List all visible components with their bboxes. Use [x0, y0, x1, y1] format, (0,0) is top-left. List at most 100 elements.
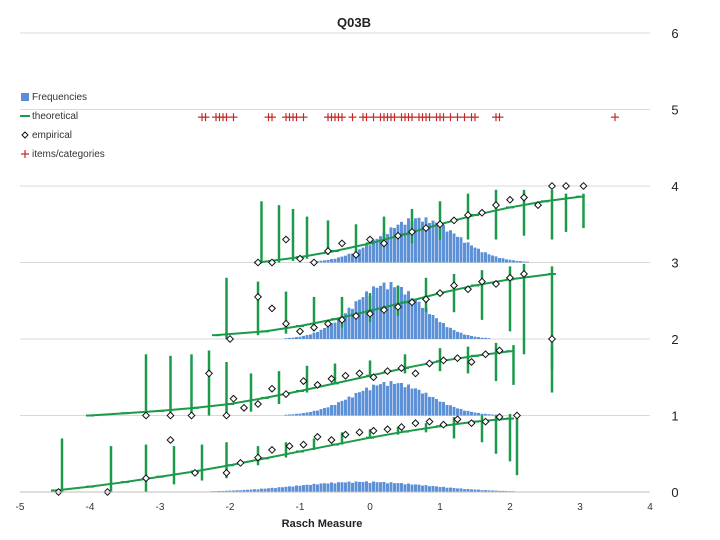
frequency-bar [323, 408, 326, 416]
frequency-bar [491, 414, 494, 416]
frequency-bar [501, 258, 505, 263]
empirical-point [236, 458, 245, 467]
legend: Frequencies theoretical empirical items/cat… [20, 92, 105, 160]
frequency-bar [449, 487, 452, 492]
frequency-bar [351, 308, 354, 339]
frequency-bar [403, 387, 407, 416]
frequency-bar [442, 225, 445, 263]
frequency-bar [428, 223, 431, 263]
empirical-point [313, 432, 322, 441]
theoretical-curve [54, 417, 511, 492]
frequency-bar [386, 289, 389, 339]
frequency-bar [354, 392, 358, 416]
empirical-point [267, 258, 277, 267]
frequency-bar [288, 486, 291, 492]
frequency-bar [323, 328, 326, 339]
empirical-point [491, 279, 501, 288]
x-tick-label: 2 [507, 502, 513, 513]
empirical-point [449, 216, 459, 225]
frequency-bar [246, 489, 249, 492]
empirical-point [519, 193, 529, 202]
empirical-point [351, 312, 361, 321]
empirical-point [253, 292, 263, 301]
empirical-point [481, 350, 490, 359]
frequency-bar [379, 236, 382, 263]
frequency-bar [403, 484, 407, 492]
empirical-point [337, 315, 347, 324]
empirical-point [519, 269, 529, 278]
frequency-bar [347, 307, 351, 339]
empirical-point [365, 309, 375, 318]
frequency-bar [354, 301, 358, 339]
frequency-bar [319, 409, 323, 416]
frequency-bar [372, 286, 375, 339]
frequency-bar [442, 323, 445, 339]
frequency-bar [344, 399, 347, 416]
frequency-bar [466, 488, 470, 492]
frequency-bar [302, 485, 305, 492]
frequency-bar [463, 489, 466, 492]
empirical-point [421, 224, 431, 233]
frequency-bar [386, 483, 389, 492]
frequency-bar [365, 387, 368, 416]
frequency-bar [312, 483, 316, 492]
empirical-point [379, 239, 389, 248]
frequency-bar [487, 490, 491, 492]
frequency-bar [519, 261, 522, 263]
frequency-bar [281, 487, 284, 492]
empirical-point [579, 181, 588, 191]
frequency-bar [344, 482, 347, 492]
empirical-point [281, 235, 291, 244]
empirical-point [453, 415, 462, 424]
frequency-bar [484, 490, 487, 492]
frequency-bar [368, 245, 372, 263]
frequency-bar [326, 407, 330, 416]
frequency-bar [424, 392, 428, 416]
frequency-bar [347, 396, 351, 416]
frequency-bar [326, 259, 330, 263]
empirical-point [267, 445, 277, 454]
empirical-point [439, 356, 448, 365]
empirical-point [435, 289, 445, 298]
frequency-bar [428, 486, 431, 492]
frequency-bar [456, 236, 459, 263]
axes: 0 1 2 3 4 5 6 -5 -4 -3 -2 -1 0 1 2 3 4 [16, 26, 679, 513]
frequency-bar [379, 482, 382, 492]
empirical-point [463, 285, 473, 294]
frequency-bar [463, 334, 466, 339]
empirical-point [299, 377, 308, 386]
frequency-bar [337, 317, 340, 339]
frequency-bar [361, 482, 365, 492]
x-tick-label: -1 [296, 502, 305, 513]
empirical-point [309, 323, 319, 332]
frequency-bar [309, 412, 312, 416]
frequency-bar [305, 335, 309, 339]
frequency-bar [319, 483, 323, 492]
empirical-point [383, 367, 392, 376]
empirical-point [407, 227, 417, 236]
frequency-bar [438, 322, 442, 339]
frequency-bar [410, 298, 414, 339]
empirical-point [253, 400, 263, 409]
frequency-bar [298, 336, 302, 339]
frequency-bar [284, 414, 288, 416]
frequency-bar [417, 484, 421, 492]
legend-label: empirical [32, 130, 72, 141]
frequency-bar [445, 487, 449, 492]
empirical-point [141, 474, 151, 483]
frequency-bar [417, 389, 421, 416]
empirical-point [166, 435, 175, 444]
frequency-bar [361, 247, 365, 263]
frequency-bar [361, 297, 365, 339]
frequency-bar [477, 248, 480, 263]
empirical-point [190, 468, 200, 477]
frequency-bar [403, 224, 407, 263]
frequency-bar [480, 490, 484, 492]
frequency-bar [372, 239, 375, 263]
frequency-bar [249, 489, 253, 492]
empirical-point [229, 394, 238, 403]
empirical-point [547, 181, 557, 191]
x-tick-label: 4 [647, 502, 653, 513]
empirical-point [411, 369, 420, 378]
